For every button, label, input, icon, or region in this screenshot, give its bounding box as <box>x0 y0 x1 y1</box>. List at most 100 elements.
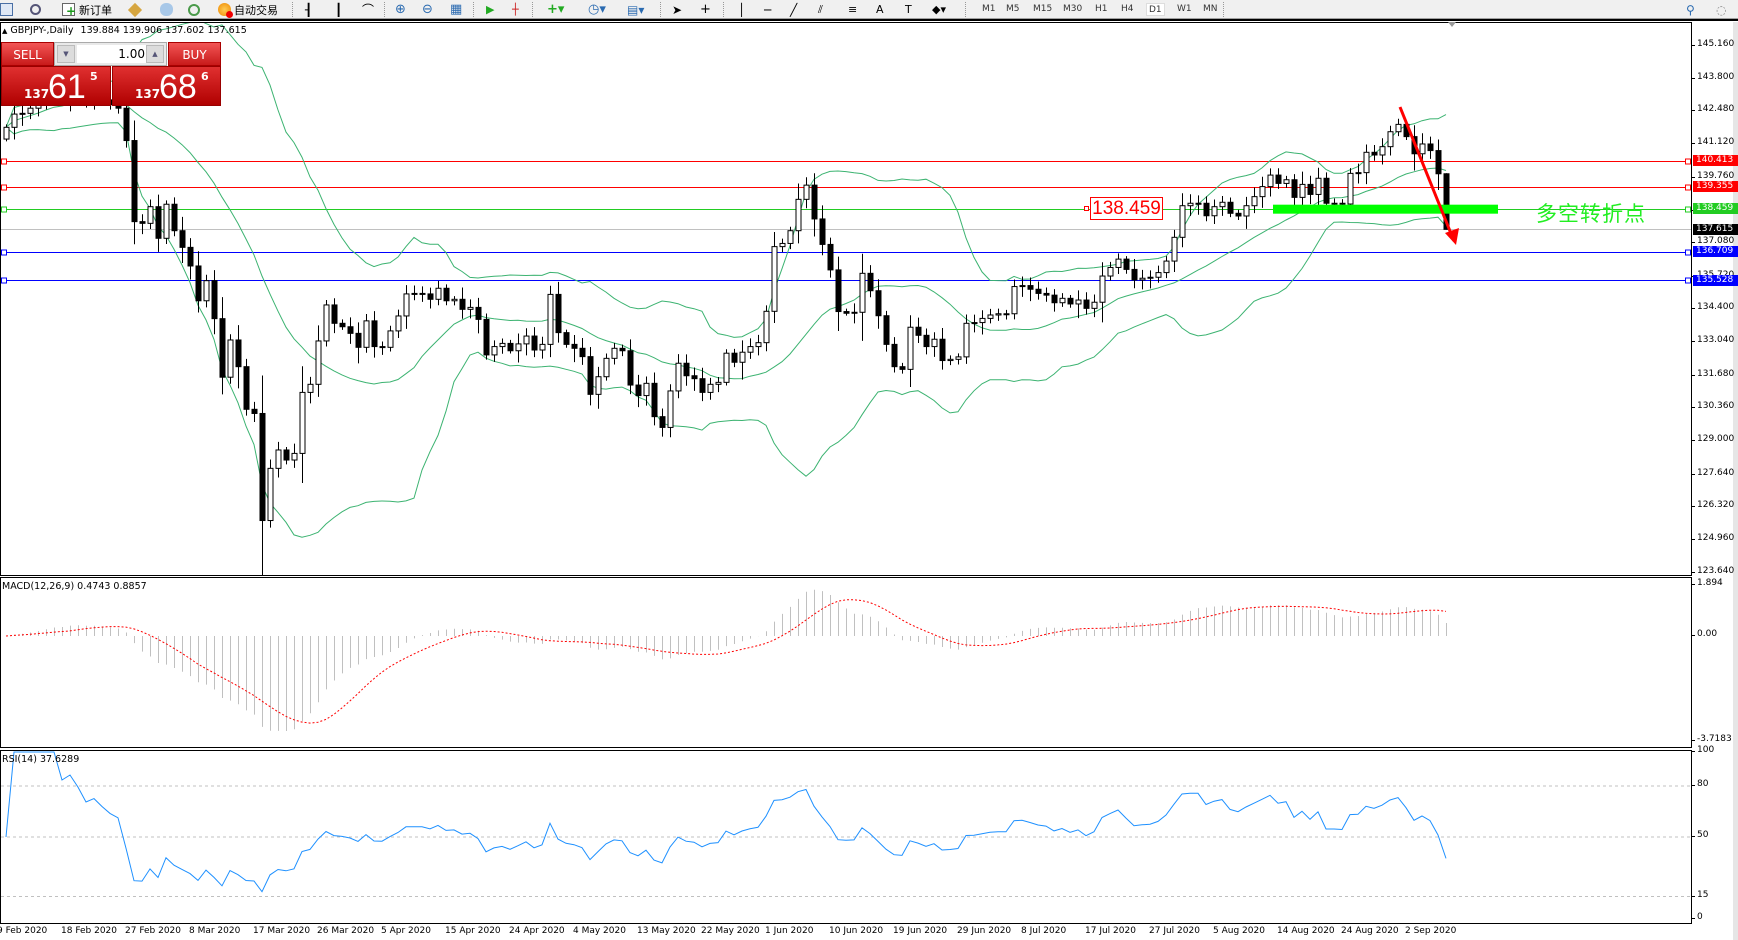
scrollbar[interactable] <box>1733 22 1738 940</box>
fibonacci-icon[interactable]: ≡ <box>848 3 858 16</box>
candle <box>683 354 690 386</box>
line-handle-left <box>1 206 7 213</box>
candle-body <box>1243 205 1250 217</box>
cursor-icon[interactable]: ➤ <box>672 2 683 17</box>
periods-dropdown[interactable]: ◷▾ <box>588 2 606 17</box>
date-tick-label: 19 Jun 2020 <box>893 926 948 936</box>
chart-shift-icon[interactable]: ┼ <box>512 3 519 16</box>
candle-body <box>1123 258 1130 270</box>
candle-body <box>1235 212 1242 217</box>
candle-body <box>563 332 570 345</box>
candle <box>779 238 786 253</box>
tile-windows-icon[interactable]: ▦ <box>450 2 463 17</box>
buy-button[interactable]: BUY <box>168 42 221 66</box>
candle-body <box>523 335 530 345</box>
macd-panel[interactable] <box>0 577 1692 748</box>
candle-body <box>1267 174 1274 188</box>
candle-body <box>651 382 658 418</box>
candle-body <box>1363 151 1370 174</box>
candle-body <box>475 306 482 320</box>
collapse-triangle-icon[interactable]: ▲ <box>2 27 8 35</box>
rsi-tick-label: 0 <box>1692 912 1703 922</box>
bollinger-upper-band <box>5 23 1447 338</box>
candle-body <box>1115 258 1122 268</box>
price-tick-label: 130.360 <box>1691 401 1735 412</box>
line-handle-right <box>1685 206 1691 213</box>
lot-size-stepper[interactable]: ▼ 1.00 ▲ <box>54 42 167 66</box>
chart-shift-marker-icon[interactable] <box>1448 22 1456 27</box>
candle <box>163 200 170 245</box>
horizontal-line-icon[interactable]: ─ <box>764 2 772 17</box>
text-icon[interactable]: A <box>876 3 884 16</box>
sell-button[interactable]: SELL <box>1 42 54 66</box>
buy-price-fraction: 6 <box>201 70 209 83</box>
cloud-icon[interactable] <box>160 2 173 17</box>
new-chart-icon[interactable] <box>0 2 13 17</box>
trendline-icon[interactable]: ╱ <box>790 2 798 17</box>
signal-icon[interactable] <box>188 2 200 17</box>
vertical-line-icon[interactable]: │ <box>738 2 746 17</box>
rsi-panel[interactable] <box>0 750 1692 924</box>
candle-body <box>555 293 562 334</box>
candle-body <box>411 292 418 295</box>
date-tick-label: 15 Apr 2020 <box>445 926 501 936</box>
candle-body <box>579 347 586 358</box>
new-order-button[interactable]: + 新订单 <box>62 2 112 17</box>
metaeditor-icon[interactable] <box>127 2 143 17</box>
timeframe-h4[interactable]: H4 <box>1121 4 1134 14</box>
bar-chart-icon[interactable]: ┨ <box>305 2 313 17</box>
shapes-dropdown[interactable]: ◆▾ <box>932 3 946 16</box>
candle-body <box>1083 299 1090 309</box>
timeframe-h1[interactable]: H1 <box>1095 4 1108 14</box>
line-chart-icon[interactable]: ⌒ <box>362 3 375 17</box>
search-icon[interactable]: ⚲ <box>1686 2 1695 17</box>
lot-size-input[interactable]: 1.00 <box>77 45 147 63</box>
navigator-icon[interactable] <box>30 2 41 17</box>
candle-body <box>1019 285 1026 288</box>
crosshair-icon[interactable]: + <box>700 2 711 17</box>
timeframe-mn[interactable]: MN <box>1203 4 1218 14</box>
zoom-in-icon[interactable]: ⊕ <box>395 2 406 17</box>
candle-body <box>835 269 842 313</box>
candle-body <box>1355 172 1362 175</box>
macd-chart <box>5 589 1447 731</box>
candle-body <box>219 318 226 378</box>
price-chart-panel[interactable] <box>0 22 1692 576</box>
sell-price[interactable]: 137 61 5 <box>1 66 111 106</box>
candle <box>235 325 242 389</box>
candle-body <box>419 292 426 295</box>
candle <box>1387 125 1394 156</box>
templates-dropdown[interactable]: ▤▾ <box>627 2 645 17</box>
price-annotation-label[interactable]: 138.459 <box>1090 197 1163 220</box>
timeframe-w1[interactable]: W1 <box>1177 4 1192 14</box>
autoscroll-icon[interactable]: ▶ <box>486 3 495 16</box>
auto-trading-button[interactable]: 自动交易 <box>218 2 278 18</box>
indicators-dropdown[interactable]: +▾ <box>547 2 565 17</box>
candle <box>739 340 746 380</box>
candle <box>539 336 546 359</box>
timeframe-m30[interactable]: M30 <box>1063 4 1083 14</box>
lot-increase-button[interactable]: ▲ <box>146 45 164 63</box>
candle <box>555 281 562 343</box>
lot-decrease-button[interactable]: ▼ <box>57 45 75 63</box>
candle-body <box>1419 143 1426 155</box>
text-label-icon[interactable]: T <box>905 3 912 16</box>
chat-icon[interactable]: ◌ <box>1716 2 1727 17</box>
candle-body <box>1163 260 1170 274</box>
date-tick-label: 10 Jun 2020 <box>829 926 884 936</box>
equidistant-channel-icon[interactable]: ⫽ <box>818 2 823 16</box>
candle-body <box>1387 131 1394 148</box>
candle <box>459 287 466 319</box>
candle-body <box>323 304 330 342</box>
candle-body <box>291 452 298 461</box>
timeframe-m1[interactable]: M1 <box>982 4 996 14</box>
buy-price[interactable]: 137 68 6 <box>112 66 221 106</box>
timeframe-d1[interactable]: D1 <box>1146 3 1165 16</box>
candlestick-icon[interactable]: ┃ <box>335 2 343 17</box>
ohlc-label: 139.884 139.906 137.602 137.615 <box>80 25 247 36</box>
timeframe-m15[interactable]: M15 <box>1033 4 1053 14</box>
zoom-out-icon[interactable]: ⊖ <box>422 2 433 17</box>
candle <box>1131 259 1138 289</box>
pivot-text[interactable]: 多空转折点 <box>1536 202 1646 226</box>
timeframe-m5[interactable]: M5 <box>1006 4 1020 14</box>
